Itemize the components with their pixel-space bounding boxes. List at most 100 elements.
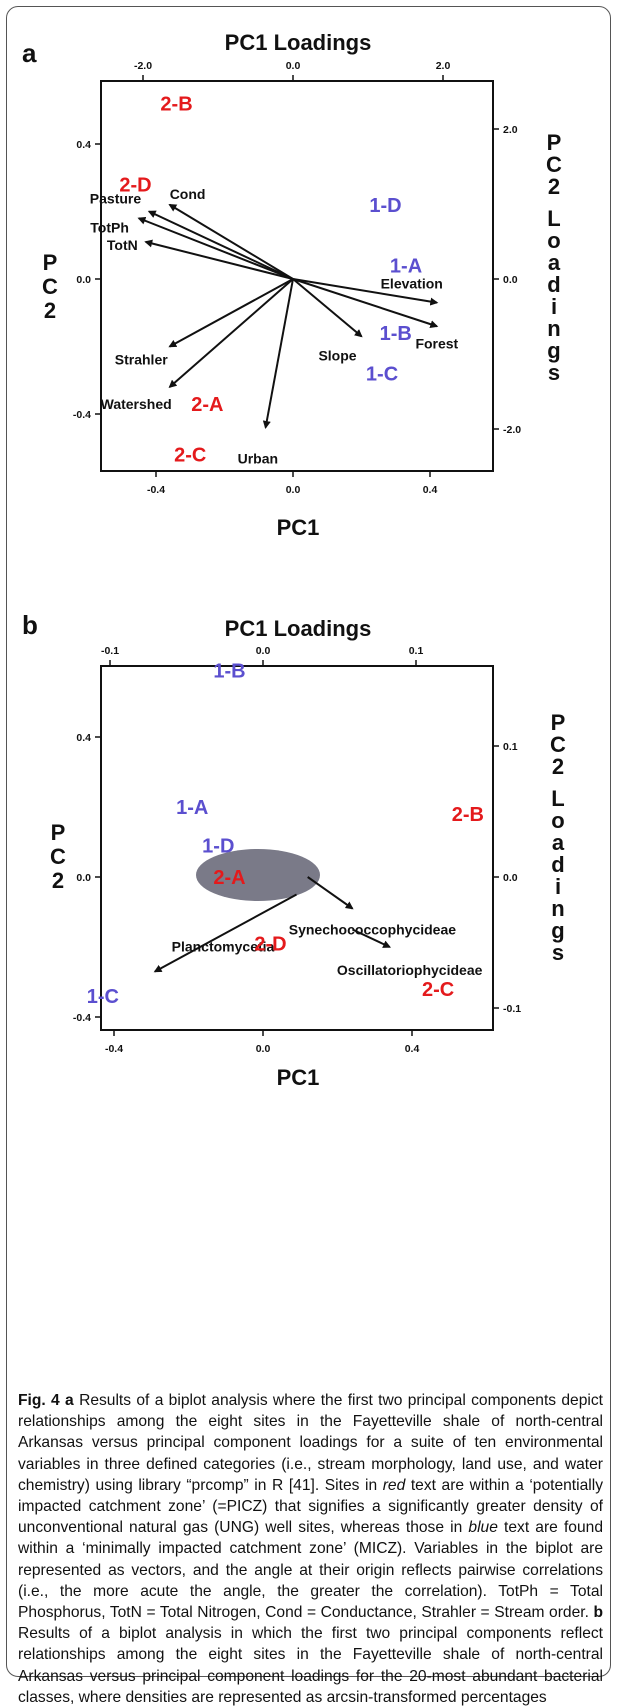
y-tick-label: 0.0: [76, 274, 91, 286]
panel-b: b PC1 Loadings -0.4 0.0 0.4 -0.4 0.0 0.4 -0.1 0…: [22, 610, 566, 1090]
vector-synechococcophycideae: [307, 876, 354, 910]
panel-a-plot-frame: [100, 80, 494, 472]
y2-tick-label: -2.0: [503, 424, 521, 436]
y2-axis-title-char: d: [547, 272, 560, 297]
figure-caption: Fig. 4 a Results of a biplot analysis wh…: [18, 1390, 603, 1708]
y2-axis-title-char: d: [551, 852, 564, 877]
caption-red-word: red: [382, 1476, 406, 1494]
x2-tick-label: 2.0: [436, 60, 451, 72]
x-tick-label: -0.4: [105, 1043, 123, 1055]
caption-b-text: Results of a biplot analysis in which th…: [18, 1625, 603, 1706]
vector-forest: [292, 278, 439, 329]
x2-tick-label: 0.0: [286, 60, 301, 72]
vector-strahler: [168, 278, 294, 348]
panel-b-plot-frame: [100, 665, 494, 1031]
y2-axis-title-char: o: [547, 228, 560, 253]
caption-a-text-1: Results of a biplot analysis where the f…: [18, 1392, 603, 1494]
panel-b-x-axis-title: PC1: [277, 1065, 320, 1090]
y2-axis-title-char: o: [551, 808, 564, 833]
vector-label-forest: Forest: [415, 335, 458, 351]
y2-axis-title-char: L: [551, 786, 564, 811]
site-1-b: 1-B: [380, 323, 412, 345]
y2-axis-title-char: L: [547, 206, 560, 231]
vector-label-cond: Cond: [170, 186, 206, 202]
y2-tick-label: 0.0: [503, 872, 518, 884]
y2-axis-title-char: i: [555, 874, 561, 899]
y-tick-label: 0.4: [76, 732, 91, 744]
site-2-d: 2-D: [119, 175, 151, 197]
vector-label-totph: TotPh: [90, 219, 129, 235]
site-1-d: 1-D: [369, 195, 401, 217]
y2-axis-title-char: n: [547, 316, 560, 341]
site-1-c: 1-C: [366, 364, 398, 386]
panel-b-y-axis-title: PC2: [50, 820, 66, 893]
y-tick-label: 0.4: [76, 139, 91, 151]
y2-axis-title-char: n: [551, 896, 564, 921]
y-tick-label: -0.4: [73, 1012, 91, 1024]
site-2-b: 2-B: [452, 804, 484, 826]
vector-label-slope: Slope: [318, 347, 356, 363]
panel-b-cluster-ellipse: [196, 849, 320, 901]
y-axis-title-char: P: [43, 250, 58, 275]
y2-axis-title-char: g: [551, 918, 564, 943]
x2-tick-label: 0.1: [409, 645, 424, 657]
y2-axis-title-char: a: [548, 250, 561, 275]
y-tick-label: -0.4: [73, 409, 91, 421]
site-2-a: 2-A: [191, 394, 223, 416]
site-1-a: 1-A: [176, 797, 208, 819]
panel-b-top-axis-title: PC1 Loadings: [225, 616, 372, 641]
y2-axis-title-char: s: [548, 360, 560, 385]
vector-label-planctomycetia: Planctomycetia: [172, 939, 275, 955]
vector-label-watershed: Watershed: [101, 396, 172, 412]
y2-axis-title-char: C: [550, 732, 566, 757]
vector-cond: [168, 203, 294, 280]
y2-axis-title-char: 2: [552, 754, 564, 779]
y-tick-label: 0.0: [76, 872, 91, 884]
x-tick-label: 0.0: [256, 1043, 271, 1055]
y-axis-title-char: 2: [52, 868, 64, 893]
vector-elevation: [292, 278, 439, 306]
caption-b-label: b: [593, 1604, 603, 1622]
site-1-a: 1-A: [390, 256, 422, 278]
y2-axis-title-char: P: [547, 130, 562, 155]
y2-axis-title-char: P: [551, 710, 566, 735]
y-axis-title-char: C: [42, 274, 58, 299]
vector-label-totn: TotN: [107, 237, 138, 253]
site-2-c: 2-C: [422, 979, 454, 1001]
caption-a-text-3: text are found within a ‘minimally impac…: [18, 1519, 603, 1622]
panel-b-right-axis-title: PC2 Loadings: [550, 710, 566, 965]
y2-axis-title-char: g: [547, 338, 560, 363]
caption-a-text-2: text are within a ‘potentially impacted …: [18, 1476, 603, 1537]
y-axis-title-char: P: [51, 820, 66, 845]
y2-tick-label: 0.0: [503, 274, 518, 286]
panel-a-top-axis-title: PC1 Loadings: [225, 30, 372, 55]
panel-b-letter: b: [22, 610, 38, 640]
y-axis-title-char: C: [50, 844, 66, 869]
caption-a-label: a: [65, 1392, 74, 1409]
site-2-a: 2-A: [213, 867, 245, 889]
panel-a-x-axis-title: PC1: [277, 515, 320, 540]
caption-fig-label: Fig. 4: [18, 1392, 60, 1409]
x-tick-label: 0.4: [423, 484, 438, 496]
y2-tick-label: 0.1: [503, 741, 518, 753]
vector-label-urban: Urban: [238, 451, 278, 467]
y2-tick-label: 2.0: [503, 124, 518, 136]
y2-axis-title-char: s: [552, 940, 564, 965]
x2-tick-label: -2.0: [134, 60, 152, 72]
figure-frame: [6, 6, 611, 1677]
vector-label-elevation: Elevation: [381, 276, 443, 292]
vector-pasture: [147, 210, 294, 280]
y2-axis-title-char: a: [552, 830, 565, 855]
vector-oscillatoriophycideae: [351, 928, 392, 948]
vector-label-oscillatoriophycideae: Oscillatoriophycideae: [337, 962, 483, 978]
y2-axis-title-char: C: [546, 152, 562, 177]
y2-tick-label: -0.1: [503, 1003, 521, 1015]
panel-a-letter: a: [22, 38, 37, 68]
vector-slope: [292, 278, 363, 338]
vector-urban: [262, 278, 294, 429]
vector-planctomycetia: [153, 893, 298, 973]
y-axis-title-char: 2: [44, 298, 56, 323]
site-2-d: 2-D: [254, 934, 286, 956]
caption-blue-word: blue: [468, 1519, 498, 1537]
